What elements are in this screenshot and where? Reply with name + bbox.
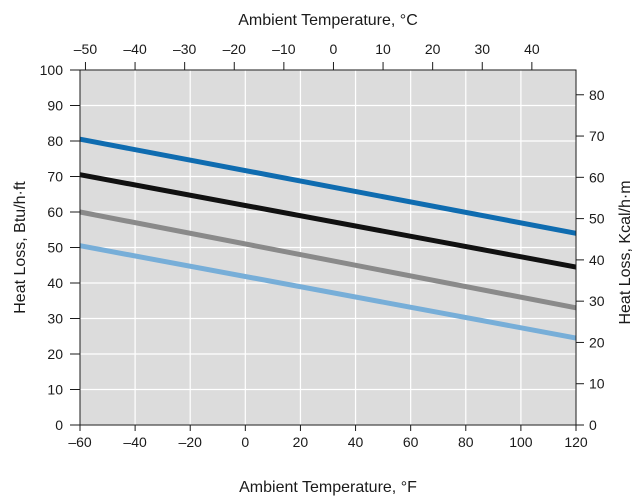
y-tick-label: 20 bbox=[47, 346, 63, 362]
right-y-tick-label: 40 bbox=[589, 252, 605, 268]
y-tick-label: 90 bbox=[47, 98, 63, 114]
right-y-tick-label: 60 bbox=[589, 169, 605, 185]
x-tick-label: 100 bbox=[509, 434, 533, 450]
x-tick-label: 20 bbox=[293, 434, 309, 450]
top-x-tick-label: 20 bbox=[425, 41, 441, 57]
x-tick-label: 40 bbox=[348, 434, 364, 450]
y-tick-label: 40 bbox=[47, 275, 63, 291]
y-tick-label: 0 bbox=[55, 417, 63, 433]
top-x-tick-label: 30 bbox=[474, 41, 490, 57]
x-tick-label: 80 bbox=[458, 434, 474, 450]
right-y-tick-label: 70 bbox=[589, 128, 605, 144]
top-x-tick-label: 40 bbox=[524, 41, 540, 57]
top-x-tick-label: –10 bbox=[272, 41, 296, 57]
x-tick-label: 120 bbox=[564, 434, 588, 450]
right-y-tick-label: 10 bbox=[589, 376, 605, 392]
top-x-tick-label: 0 bbox=[330, 41, 338, 57]
x-tick-label: 60 bbox=[403, 434, 419, 450]
series-lines bbox=[79, 136, 577, 341]
x-tick-label: –40 bbox=[123, 434, 147, 450]
y-tick-label: 80 bbox=[47, 133, 63, 149]
top-x-tick-label: –50 bbox=[74, 41, 98, 57]
series-line-3 bbox=[79, 209, 577, 311]
right-y-tick-label: 50 bbox=[589, 211, 605, 227]
axis-ticks: –60 –40 –20 0 20 40 60 80 100 1200102030405060708… bbox=[40, 41, 605, 450]
y-tick-label: 50 bbox=[47, 240, 63, 256]
y-tick-label: 70 bbox=[47, 169, 63, 185]
y-tick-label: 30 bbox=[47, 311, 63, 327]
top-x-tick-label: 10 bbox=[375, 41, 391, 57]
top-x-tick-label: –40 bbox=[123, 41, 147, 57]
top-x-axis-label: Ambient Temperature, °C bbox=[238, 12, 418, 29]
y-tick-label: 100 bbox=[40, 62, 64, 78]
x-axis-label: Ambient Temperature, °F bbox=[239, 479, 417, 496]
series-line-1 bbox=[79, 136, 577, 236]
series-line-4 bbox=[79, 243, 577, 341]
y-axis-label: Heat Loss, Btu/h·ft bbox=[12, 181, 29, 314]
x-tick-label: –60 bbox=[68, 434, 92, 450]
x-tick-label: 0 bbox=[241, 434, 249, 450]
top-x-tick-label: –30 bbox=[173, 41, 197, 57]
x-tick-label: –20 bbox=[179, 434, 203, 450]
right-y-axis-label: Heat Loss, Kcal/h·m bbox=[617, 180, 634, 324]
right-y-tick-label: 20 bbox=[589, 334, 605, 350]
y-tick-label: 60 bbox=[47, 204, 63, 220]
right-y-tick-label: 30 bbox=[589, 293, 605, 309]
right-y-tick-label: 0 bbox=[589, 417, 597, 433]
series-line-2 bbox=[79, 172, 577, 270]
right-y-tick-label: 80 bbox=[589, 87, 605, 103]
top-x-tick-label: –20 bbox=[223, 41, 247, 57]
y-tick-label: 10 bbox=[47, 382, 63, 398]
